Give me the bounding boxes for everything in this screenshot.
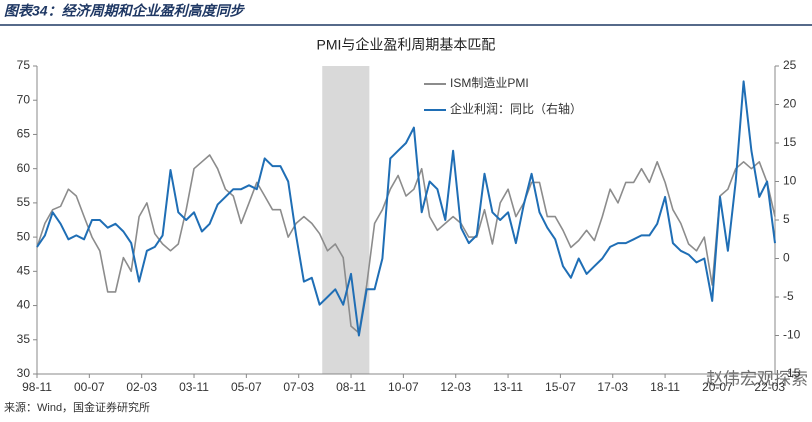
x-tick-label: 18-11 [650,380,680,394]
chart-title: PMI与企业盈利周期基本匹配 [317,37,496,53]
y2-tick-label: 10 [783,174,797,188]
x-tick-label: 00-07 [74,380,105,394]
y-tick-label: 70 [17,92,31,106]
x-tick-label: 20-07 [702,380,733,394]
x-tick-label: 03-11 [179,380,209,394]
y2-tick-label: 0 [783,251,790,265]
y-tick-label: 40 [17,298,31,312]
x-tick-label: 13-11 [493,380,523,394]
y2-tick-label: -10 [783,328,801,342]
series-line [36,154,776,334]
x-tick-label: 07-03 [283,380,314,394]
y2-tick-label: 25 [783,58,797,72]
legend-label: ISM制造业PMI [450,76,529,90]
y2-tick-label: 15 [783,135,797,149]
x-tick-label: 12-03 [440,380,471,394]
legend-label: 企业利润：同比（右轴） [450,101,582,116]
recession-band [322,66,370,374]
y-tick-label: 75 [17,58,31,72]
y-tick-label: 65 [17,127,31,141]
y2-tick-label: 20 [783,97,797,111]
x-tick-label: 98-11 [22,380,52,394]
x-tick-label: 22-03 [754,380,785,394]
source: 来源：Wind，国金证券研究所 [4,400,150,414]
x-tick-label: 02-03 [126,380,157,394]
x-tick-label: 08-11 [336,380,366,394]
x-tick-label: 05-07 [231,380,262,394]
x-tick-label: 10-07 [388,380,419,394]
header: 图表34：经济周期和企业盈利高度同步 [4,3,246,19]
y2-tick-label: -5 [783,289,794,303]
y2-tick-label: 5 [783,212,790,226]
y-tick-label: 60 [17,161,31,175]
y-tick-label: 35 [17,332,31,346]
y-tick-label: 30 [17,366,31,380]
x-tick-label: 17-03 [597,380,628,394]
y-tick-label: 45 [17,264,31,278]
y-tick-label: 50 [17,229,31,243]
y-tick-label: 55 [17,195,31,209]
series-line [36,80,776,337]
y2-tick-label: -15 [783,366,801,380]
x-tick-label: 15-07 [545,380,576,394]
